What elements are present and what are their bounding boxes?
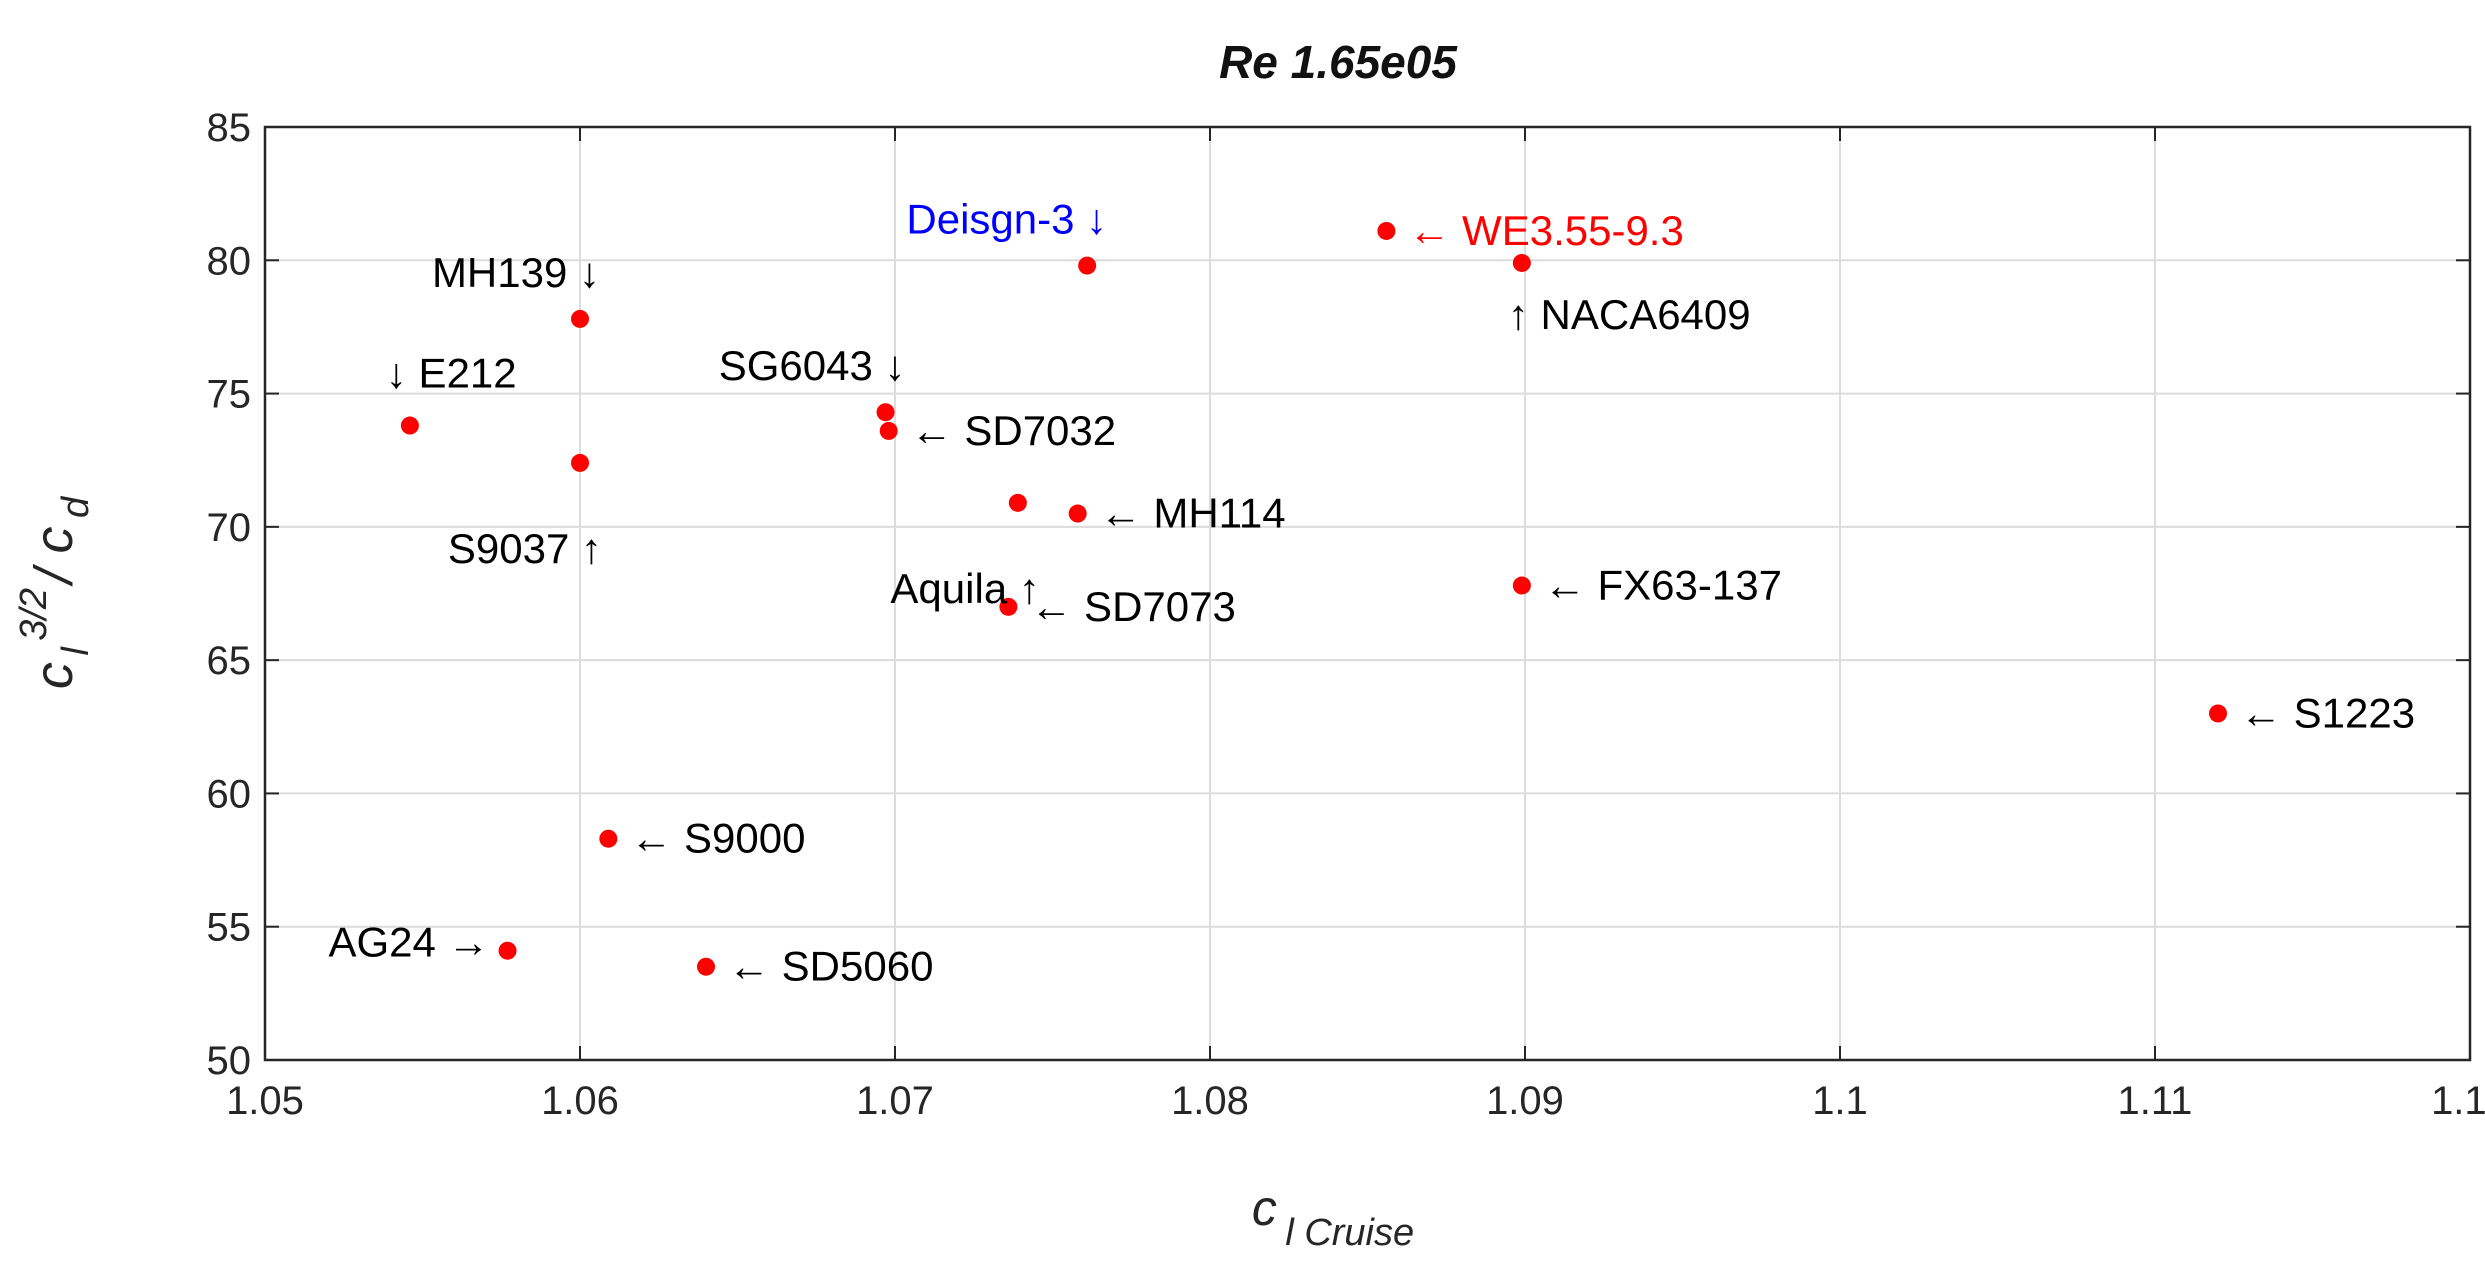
- x-axis-label-main: c: [1252, 1180, 1277, 1236]
- y-tick-label: 65: [207, 639, 252, 683]
- data-point-deisgn-3: [1078, 256, 1097, 275]
- x-tick-label: 1.09: [1486, 1079, 1564, 1123]
- y-axis-label-sub: l: [55, 646, 97, 656]
- y-tick-label: 50: [207, 1039, 252, 1083]
- point-label-sg6043: SG6043 ↓: [719, 342, 906, 389]
- data-point-sd7032: [879, 421, 898, 440]
- point-label-deisgn-3: Deisgn-3 ↓: [906, 196, 1107, 243]
- data-point-sg6043: [876, 403, 895, 422]
- y-axis-label-main: c: [24, 662, 84, 689]
- data-point-s9000: [599, 829, 618, 848]
- point-label-sd5060: ← SD5060: [728, 943, 933, 990]
- data-point-e212: [400, 416, 419, 435]
- x-axis-label-sub: l Cruise: [1285, 1212, 1414, 1254]
- x-axis-label: c l Cruise: [1252, 1180, 1414, 1254]
- x-tick-label: 1.12: [2431, 1079, 2485, 1123]
- data-point-naca6409: [1512, 253, 1531, 272]
- y-axis-label-sup: 3/2: [13, 588, 55, 641]
- chart-title: Re 1.65e05: [1219, 36, 1458, 88]
- point-label-s1223: ← S1223: [2240, 689, 2415, 736]
- data-point-s9037: [571, 453, 589, 472]
- x-tick-label: 1.06: [541, 1079, 619, 1123]
- point-label-fx63-137: ← FX63-137: [1544, 562, 1782, 609]
- y-axis-label-rest: / c: [24, 526, 84, 587]
- plot-area-frame: [263, 125, 2472, 1062]
- x-tick-label: 1.05: [226, 1079, 304, 1123]
- y-tick-label: 80: [207, 239, 252, 283]
- x-tick-label: 1.07: [856, 1079, 934, 1123]
- point-label-sd7032: ← SD7032: [911, 407, 1116, 454]
- y-tick-label: 85: [207, 106, 252, 150]
- axis-ticks: 1.05 1.06 1.07 1.08 1.09 1.1 1.11 1.12 50 55 60 65 7…: [207, 106, 2485, 1123]
- data-point-sd7073: [999, 597, 1018, 616]
- point-label-we3-55-9-3: ← WE3.55-9.3: [1408, 207, 1683, 254]
- point-label-aquila: Aquila ↑: [890, 565, 1039, 612]
- point-label-ag24: AG24 →: [328, 919, 489, 966]
- point-label-e212: ↓ E212: [386, 350, 517, 397]
- y-tick-label: 55: [207, 906, 252, 950]
- y-axis-label: c l 3/2 / c d: [13, 495, 97, 689]
- point-label-mh114: ← MH114: [1100, 490, 1286, 537]
- grid-lines: [265, 127, 2470, 1060]
- data-point-ag24: [498, 941, 517, 960]
- data-point-we3-55-9-3: [1377, 221, 1396, 240]
- point-label-sd7073: ← SD7073: [1030, 583, 1235, 630]
- y-tick-label: 75: [207, 373, 252, 417]
- x-tick-label: 1.11: [2118, 1079, 2193, 1123]
- x-tick-label: 1.1: [1812, 1079, 1868, 1123]
- y-tick-label: 60: [207, 772, 252, 816]
- data-points: [400, 221, 2227, 976]
- data-point-s1223: [2209, 704, 2227, 723]
- data-point-aquila: [1008, 493, 1027, 512]
- point-label-s9000: ← S9000: [630, 815, 805, 862]
- x-tick-label: 1.08: [1171, 1079, 1249, 1123]
- data-point-mh114: [1068, 504, 1087, 523]
- data-point-mh139: [571, 309, 589, 328]
- point-label-naca6409: ↑ NACA6409: [1508, 291, 1751, 338]
- y-tick-label: 70: [207, 506, 252, 550]
- data-point-sd5060: [697, 957, 715, 976]
- data-point-fx63-137: [1512, 576, 1531, 595]
- point-label-s9037: S9037 ↑: [448, 525, 602, 572]
- point-labels: Deisgn-3 ↓ ← WE3.55-9.3 ↑ NACA6409 MH139 ↓ ↓…: [328, 196, 2415, 990]
- y-axis-label-sub2: d: [55, 495, 97, 518]
- point-label-mh139: MH139 ↓: [432, 249, 600, 296]
